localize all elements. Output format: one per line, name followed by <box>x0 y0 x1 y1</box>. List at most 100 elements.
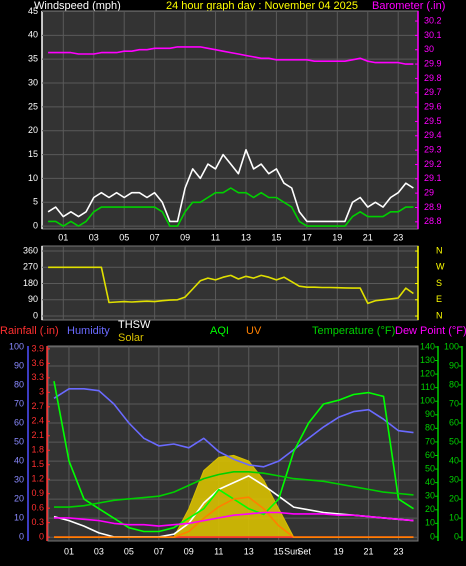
y-tick-label: 360 <box>23 245 38 255</box>
y-tick-label: 100 <box>420 396 435 406</box>
x-tick-label: 21 <box>363 232 373 242</box>
x-tick-label: 15 <box>274 546 284 556</box>
y-tick-label: 15 <box>28 149 38 159</box>
y-tick-label: 10 <box>425 518 435 528</box>
y-tick-label: 90 <box>28 294 38 304</box>
y-tick-label: 0 <box>430 531 435 541</box>
x-tick-label: 21 <box>364 546 374 556</box>
x-tick-label: 11 <box>214 546 223 556</box>
series-line <box>48 266 414 305</box>
y-tick-label: 60 <box>425 450 435 460</box>
y-tick-label: 30.1 <box>424 30 442 40</box>
legend-label: Humidity <box>67 325 110 337</box>
y-tick-label: 0 <box>39 532 44 542</box>
y-tick-label: 5 <box>33 197 38 207</box>
y-tick-label: 3.6 <box>31 358 44 368</box>
y-tick-label: 29.7 <box>424 87 442 97</box>
series-line <box>54 471 414 508</box>
y-tick-label: 0 <box>454 532 459 542</box>
y-tick-label: 130 <box>420 355 435 365</box>
x-tick-label: 23 <box>394 546 404 556</box>
y-tick-label: 1.8 <box>31 445 44 455</box>
y-tick-label: 29 <box>424 188 434 198</box>
wind-label: Windspeed (mph) <box>34 0 121 12</box>
legend-label: UV <box>246 325 262 337</box>
x-tick-label: 01 <box>58 232 68 242</box>
x-tick-label: 13 <box>244 546 254 556</box>
y-tick-label: 100 <box>9 341 24 351</box>
y-tick-label: 0 <box>19 532 24 542</box>
y-tick-label: 30.2 <box>424 15 442 25</box>
y-tick-label: 70 <box>425 436 435 446</box>
y-tick-label: 70 <box>14 398 24 408</box>
legend-label: AQI <box>210 325 229 337</box>
x-tick-label: 17 <box>302 232 312 242</box>
y-tick-label: 90 <box>14 360 24 370</box>
series-line <box>47 149 414 223</box>
legend-label: Solar <box>118 332 144 344</box>
y-tick-label: 0.3 <box>31 517 44 527</box>
y-tick-label: 1.2 <box>31 474 44 484</box>
y-tick-label: 20 <box>28 125 38 135</box>
y-tick-label: 80 <box>425 423 435 433</box>
y-tick-label: N <box>436 245 443 255</box>
legend-label: Temperature (°F) <box>312 325 395 337</box>
y-tick-label: 10 <box>14 513 24 523</box>
y-tick-label: 30 <box>28 77 38 87</box>
y-tick-label: 180 <box>23 278 38 288</box>
y-tick-label: 40 <box>425 477 435 487</box>
y-tick-label: 50 <box>449 436 459 446</box>
y-tick-label: 50 <box>14 436 24 446</box>
y-tick-label: 90 <box>425 409 435 419</box>
y-tick-label: 29.1 <box>424 173 442 183</box>
y-tick-label: 2.1 <box>31 430 44 440</box>
y-tick-label: 60 <box>14 417 24 427</box>
y-tick-label: 30 <box>449 474 459 484</box>
y-tick-label: 90 <box>449 360 459 370</box>
series-line <box>48 46 414 65</box>
y-tick-label: 29.5 <box>424 116 442 126</box>
y-tick-label: 1.5 <box>31 459 44 469</box>
y-tick-label: 28.8 <box>424 216 442 226</box>
barometer-label: Barometer (.in) <box>372 0 445 12</box>
y-tick-label: 30 <box>425 491 435 501</box>
x-tick-label: 05 <box>119 232 129 242</box>
y-tick-label: 100 <box>444 341 459 351</box>
x-tick-label: 09 <box>184 546 194 556</box>
y-tick-label: 0 <box>33 310 38 320</box>
y-tick-label: 30 <box>424 44 434 54</box>
y-tick-label: 0.6 <box>31 503 44 513</box>
y-tick-label: 3 <box>39 387 44 397</box>
y-tick-label: 20 <box>14 494 24 504</box>
y-tick-label: 40 <box>28 30 38 40</box>
y-tick-label: N <box>436 310 443 320</box>
y-tick-label: 50 <box>425 463 435 473</box>
y-tick-label: 45 <box>28 6 38 16</box>
annotation: Sun <box>284 546 300 556</box>
x-tick-label: 11 <box>211 232 220 242</box>
y-tick-label: 2.7 <box>31 401 44 411</box>
plot-area <box>41 10 419 230</box>
y-tick-label: 3.3 <box>31 372 44 382</box>
y-tick-label: 29.2 <box>424 159 442 169</box>
y-tick-label: 20 <box>425 504 435 514</box>
y-tick-label: 270 <box>23 262 38 272</box>
y-tick-label: 35 <box>28 54 38 64</box>
y-tick-label: 28.9 <box>424 202 442 212</box>
y-tick-label: 80 <box>14 379 24 389</box>
y-tick-label: 60 <box>449 417 459 427</box>
y-tick-label: 80 <box>449 379 459 389</box>
y-tick-label: 70 <box>449 398 459 408</box>
series-line <box>54 496 414 538</box>
y-tick-label: 29.4 <box>424 130 442 140</box>
plot-area <box>41 245 419 321</box>
y-tick-label: 140 <box>420 341 435 351</box>
legend-label: Dew Point (°F) <box>395 325 466 337</box>
y-tick-label: 40 <box>14 455 24 465</box>
y-tick-label: 29.8 <box>424 73 442 83</box>
x-tick-label: 15 <box>271 232 281 242</box>
y-tick-label: 0.9 <box>31 488 44 498</box>
series-line <box>53 388 414 468</box>
